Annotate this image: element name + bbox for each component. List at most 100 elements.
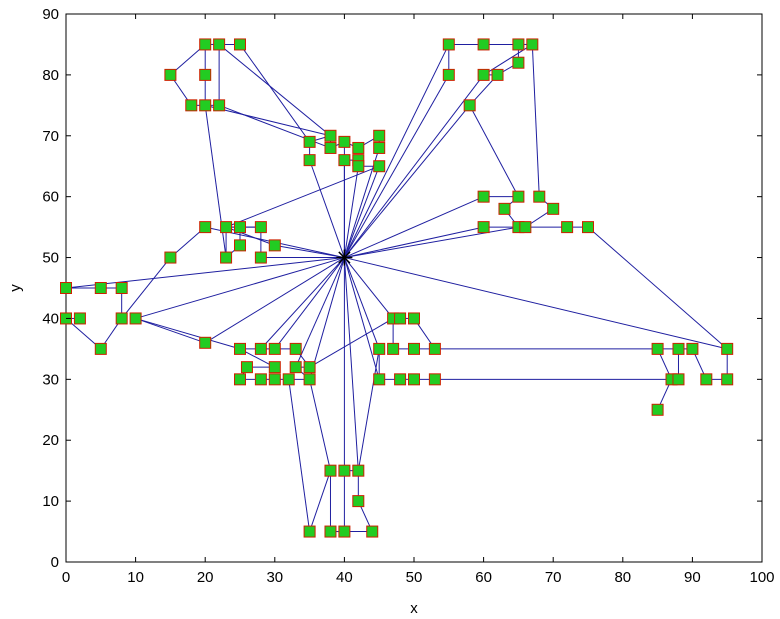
- x-tick-label: 60: [475, 569, 492, 586]
- node-marker: [185, 99, 198, 112]
- x-axis: 0 10 20 30 40 50 60 70 80 90 100: [62, 14, 775, 586]
- node-marker: [498, 202, 511, 215]
- node-marker: [428, 373, 441, 386]
- edge-line: [205, 104, 331, 137]
- node-marker: [338, 154, 351, 167]
- node-marker: [338, 135, 351, 148]
- node-marker: [373, 141, 386, 154]
- node-marker: [394, 312, 407, 325]
- x-tick-label: 100: [749, 569, 774, 586]
- y-tick-label: 30: [42, 371, 59, 388]
- nodes-layer: [60, 38, 734, 538]
- edge-line: [343, 166, 359, 258]
- node-marker: [303, 373, 316, 386]
- node-marker: [408, 373, 420, 386]
- y-axis-label: y: [7, 284, 24, 292]
- node-marker: [373, 160, 386, 173]
- plot-area: [65, 13, 763, 563]
- edge-line: [343, 257, 359, 471]
- node-marker: [115, 282, 128, 294]
- edge-line: [344, 257, 728, 350]
- x-tick-label: 10: [127, 569, 144, 586]
- edge-line: [135, 317, 241, 350]
- node-marker: [477, 190, 490, 203]
- x-axis-label: x: [410, 600, 418, 617]
- node-marker: [352, 495, 365, 508]
- edge-line: [204, 257, 345, 344]
- node-marker: [164, 251, 177, 264]
- x-tick-label: 20: [197, 569, 214, 586]
- x-tick-label: 80: [614, 569, 631, 586]
- node-marker: [408, 342, 420, 355]
- edge-line: [309, 379, 331, 471]
- node-marker: [199, 68, 212, 81]
- edge-line: [469, 105, 519, 197]
- edge-line: [295, 257, 345, 368]
- node-marker: [289, 361, 302, 374]
- node-marker: [442, 68, 455, 81]
- y-tick-label: 50: [42, 250, 59, 267]
- node-marker: [672, 342, 685, 355]
- edge-line: [531, 44, 540, 197]
- node-marker: [324, 464, 337, 477]
- node-marker: [199, 221, 212, 234]
- node-marker: [199, 99, 212, 112]
- node-marker: [373, 129, 386, 142]
- edge-line: [218, 44, 331, 137]
- y-axis: 0 10 20 30 40 50 60 70 80 90: [42, 6, 762, 571]
- y-tick-label: 0: [51, 554, 59, 571]
- edge-line: [587, 226, 728, 350]
- node-marker: [115, 312, 128, 325]
- node-marker: [268, 342, 281, 355]
- node-marker: [387, 342, 400, 355]
- x-tick-label: 30: [266, 569, 283, 586]
- node-marker: [373, 373, 386, 386]
- node-marker: [651, 342, 664, 355]
- node-marker: [338, 464, 351, 477]
- node-marker: [254, 251, 267, 264]
- node-marker: [547, 202, 560, 215]
- edge-line: [274, 244, 345, 259]
- node-marker: [234, 373, 246, 386]
- node-marker: [324, 129, 337, 142]
- node-marker: [213, 99, 226, 112]
- node-marker: [463, 99, 476, 112]
- node-marker: [129, 312, 142, 325]
- node-marker: [686, 342, 699, 355]
- edge-line: [65, 257, 345, 289]
- y-tick-label: 70: [42, 128, 59, 145]
- node-marker: [519, 221, 532, 234]
- node-marker: [721, 342, 734, 355]
- node-marker: [582, 221, 594, 234]
- node-marker: [60, 282, 72, 294]
- node-marker: [491, 68, 504, 81]
- edge-line: [288, 379, 311, 532]
- node-marker: [213, 38, 226, 51]
- node-marker: [254, 342, 267, 355]
- node-marker: [408, 312, 420, 325]
- node-marker: [352, 160, 365, 173]
- x-tick-label: 0: [62, 569, 70, 586]
- node-marker: [394, 373, 407, 386]
- node-marker: [234, 239, 246, 252]
- x-tick-label: 70: [545, 569, 562, 586]
- node-marker: [512, 56, 525, 69]
- node-marker: [268, 373, 281, 386]
- node-marker: [234, 342, 246, 355]
- node-marker: [199, 336, 212, 349]
- edge-line: [309, 318, 394, 368]
- y-tick-label: 90: [42, 6, 59, 23]
- node-marker: [477, 38, 490, 51]
- node-marker: [303, 135, 316, 148]
- node-marker: [254, 373, 267, 386]
- x-tick-label: 50: [406, 569, 423, 586]
- node-marker: [303, 361, 316, 374]
- node-marker: [366, 525, 379, 538]
- edge-line: [135, 257, 345, 319]
- node-marker: [512, 38, 525, 51]
- center-layer: [336, 249, 353, 266]
- x-tick-label: 40: [336, 569, 353, 586]
- y-tick-label: 20: [42, 432, 59, 449]
- node-marker: [721, 373, 734, 386]
